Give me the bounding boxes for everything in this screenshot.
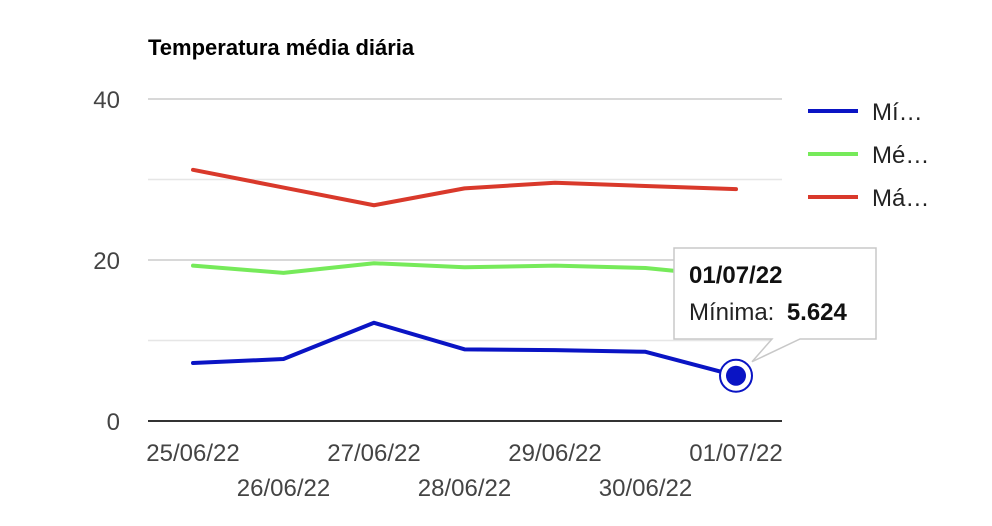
x-tick-label: 29/06/22: [508, 440, 601, 467]
legend-label: Mé…: [872, 142, 929, 169]
series-line: [191, 261, 738, 279]
legend-label: Má…: [872, 185, 929, 212]
x-tick-label: 01/07/22: [689, 440, 782, 467]
x-tick-label: 30/06/22: [599, 475, 692, 502]
y-tick-label: 20: [93, 248, 120, 275]
x-axis: 25/06/22 26/06/22 27/06/22 28/06/22 29/06/22…: [146, 440, 782, 502]
grid: [148, 98, 782, 422]
highlight-point: [726, 365, 746, 386]
x-tick-label: 26/06/22: [237, 475, 330, 502]
legend-label: Mí…: [872, 99, 923, 126]
tooltip: 01/07/22 Mínima: 5.624: [673, 247, 877, 363]
x-tick-label: 27/06/22: [327, 440, 420, 467]
legend: Mí… Mé… Má…: [808, 99, 929, 212]
tooltip-box: [673, 247, 877, 363]
series-line: [191, 167, 738, 208]
x-tick-label: 28/06/22: [418, 475, 511, 502]
tooltip-value: 5.624: [787, 299, 848, 326]
x-tick-label: 25/06/22: [146, 440, 239, 467]
tooltip-label: Mínima:: [689, 299, 774, 326]
series-line: [191, 320, 738, 378]
tooltip-date: 01/07/22: [689, 262, 782, 289]
tooltip-line: Mínima: 5.624: [689, 299, 848, 326]
y-tick-label: 40: [93, 87, 120, 114]
y-tick-label: 0: [107, 409, 120, 436]
y-axis: 0 20 40: [93, 87, 120, 436]
chart-title: Temperatura média diária: [148, 35, 415, 60]
series-lines: [191, 167, 753, 393]
